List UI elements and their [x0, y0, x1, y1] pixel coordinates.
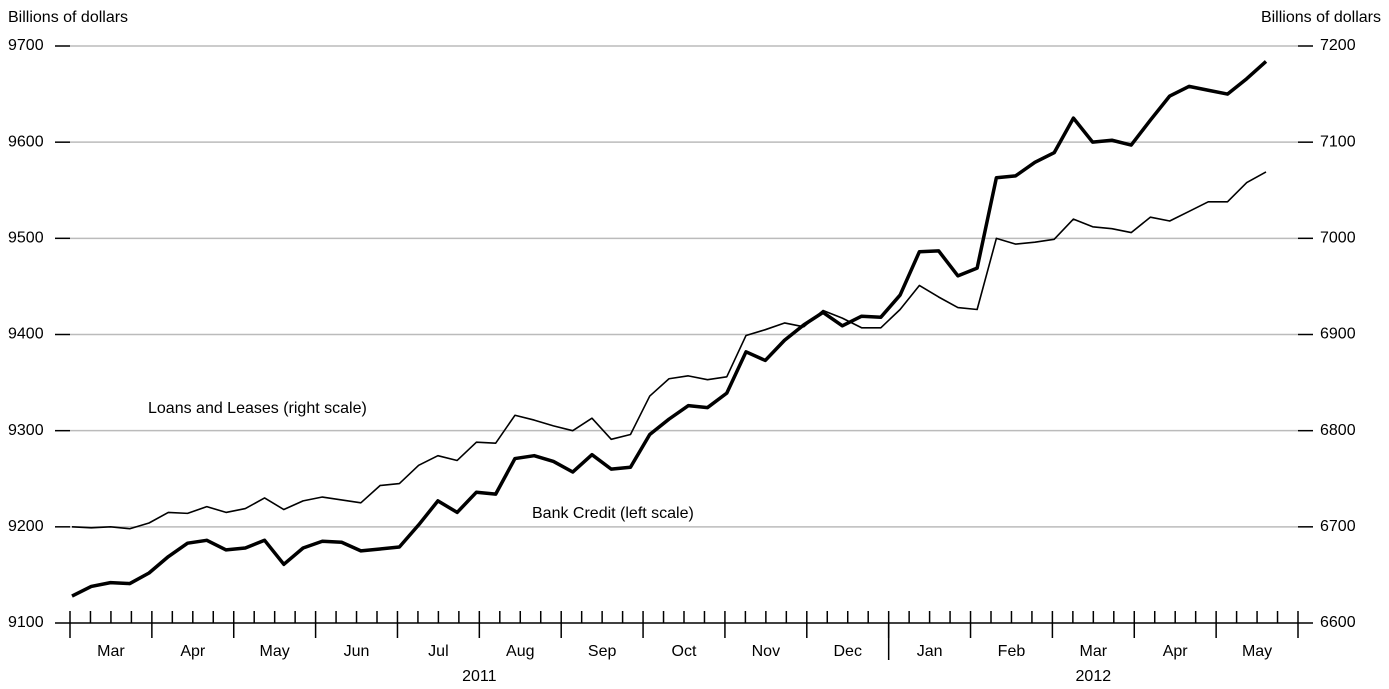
x-tick-label: Aug: [506, 643, 534, 660]
annotation: Loans and Leases (right scale): [148, 400, 367, 417]
x-tick-label: Mar: [97, 643, 125, 660]
x-tick-label: Feb: [998, 643, 1026, 660]
y-axis-title: Billions of dollars: [8, 9, 128, 26]
annotation: Bank Credit (left scale): [532, 505, 694, 522]
year-label: 2011: [462, 668, 497, 685]
y-tick-label: 9300: [8, 422, 44, 439]
y-tick-label: 9500: [8, 230, 44, 247]
data-line: [71, 60, 1268, 598]
y2-tick-label: 6700: [1320, 518, 1356, 535]
data-line: [71, 171, 1267, 530]
x-tick-label: Jul: [428, 643, 448, 660]
year-label: 2012: [1076, 668, 1112, 685]
y-tick-label: 9400: [8, 326, 44, 343]
y-tick-label: 9200: [8, 518, 44, 535]
x-tick-label: Apr: [180, 643, 206, 660]
y-tick-label: 9600: [8, 133, 44, 150]
x-tick-label: May: [260, 643, 290, 660]
x-tick-label: May: [1242, 643, 1272, 660]
x-tick-label: Jan: [917, 643, 943, 660]
y2-axis-title: Billions of dollars: [1261, 9, 1381, 26]
x-tick-label: Oct: [672, 643, 697, 660]
x-tick-label: Apr: [1163, 643, 1189, 660]
y2-tick-label: 6800: [1320, 422, 1356, 439]
y2-tick-label: 7100: [1320, 133, 1356, 150]
x-tick-label: Dec: [834, 643, 862, 660]
y-tick-label: 9100: [8, 614, 44, 631]
y2-tick-label: 7200: [1320, 37, 1356, 54]
y2-tick-label: 6600: [1320, 614, 1356, 631]
x-tick-label: Jun: [344, 643, 370, 660]
x-tick-label: Sep: [588, 643, 617, 660]
y-tick-label: 9700: [8, 37, 44, 54]
y2-tick-label: 7000: [1320, 230, 1356, 247]
x-tick-label: Mar: [1080, 643, 1108, 660]
x-tick-label: Nov: [752, 643, 780, 660]
y2-tick-label: 6900: [1320, 326, 1356, 343]
